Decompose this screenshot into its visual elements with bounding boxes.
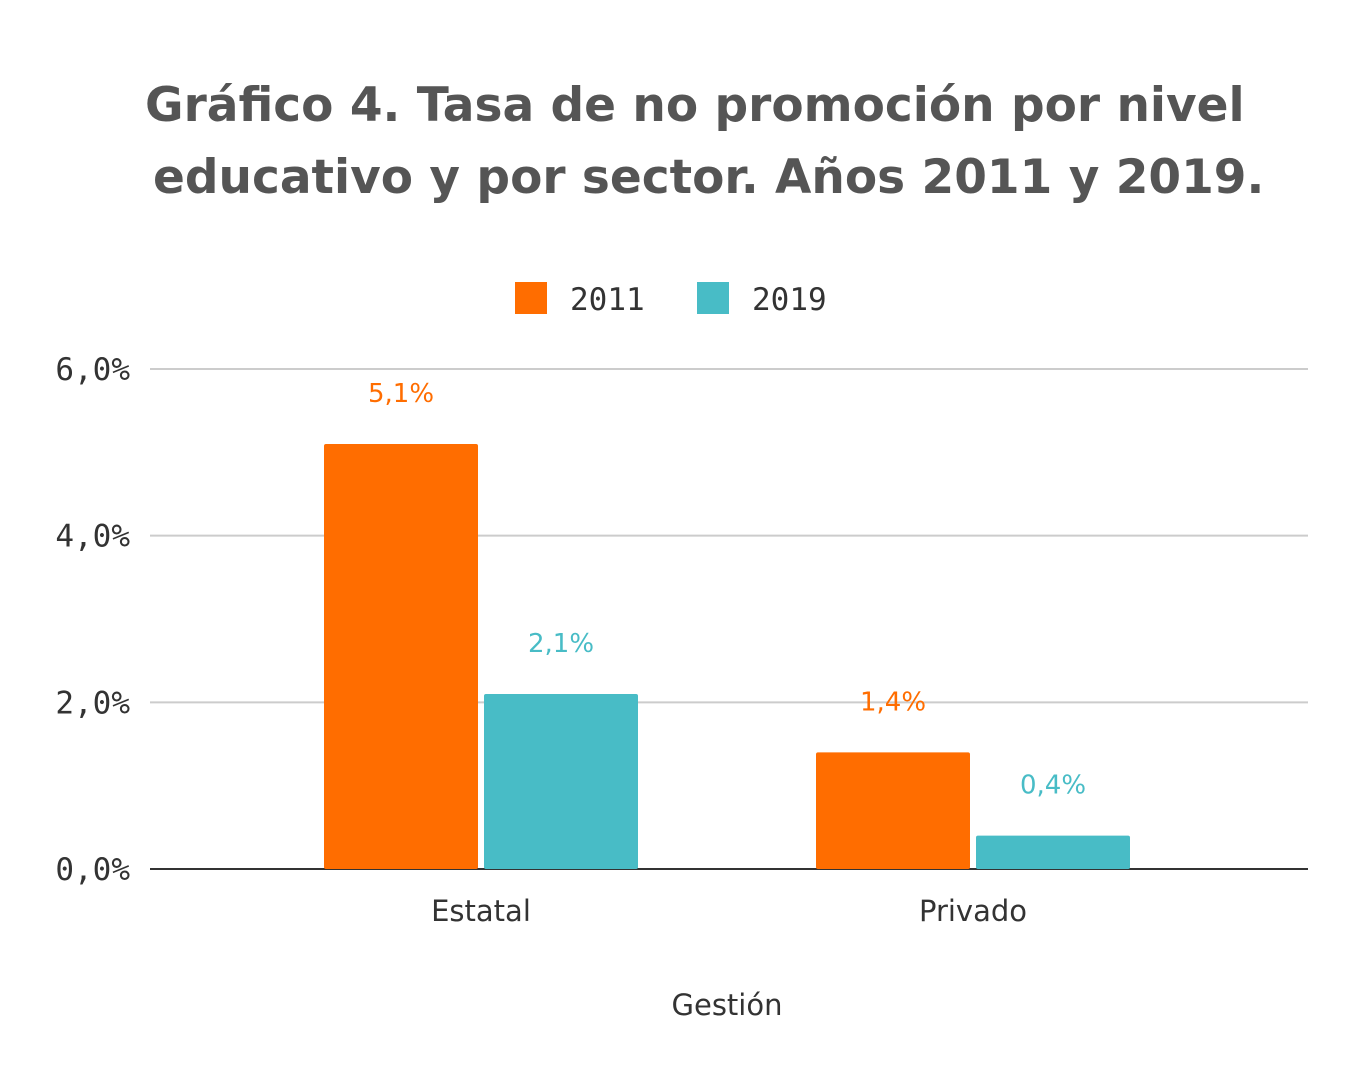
legend-label: 2019	[752, 282, 827, 318]
chart-title-bold: Gráfico 4	[145, 78, 383, 133]
y-tick-label: 2,0%	[55, 685, 130, 721]
data-label: 1,4%	[860, 687, 926, 717]
chart-title-rest: . Tasa de no promoción por nivel	[382, 78, 1245, 133]
chart-title-line2: educativo y por sector. Años 2011 y 2019…	[153, 150, 1265, 205]
x-tick-label: Privado	[919, 894, 1027, 928]
legend-swatch	[697, 282, 729, 314]
data-label: 5,1%	[368, 379, 434, 409]
bar	[484, 694, 638, 869]
chart-title: Gráfico 4. Tasa de no promoción por nive…	[145, 70, 1265, 214]
y-tick-label: 6,0%	[55, 352, 130, 388]
y-tick-label: 4,0%	[55, 519, 130, 555]
bar	[816, 752, 970, 869]
data-label: 0,4%	[1020, 771, 1086, 801]
legend-label: 2011	[570, 282, 645, 318]
x-axis-title: Gestión	[672, 988, 783, 1022]
data-label: 2,1%	[528, 629, 594, 659]
x-tick-label: Estatal	[431, 894, 531, 928]
bar	[976, 835, 1130, 869]
bar	[324, 444, 478, 869]
legend-swatch	[515, 282, 547, 314]
y-tick-label: 0,0%	[55, 852, 130, 888]
